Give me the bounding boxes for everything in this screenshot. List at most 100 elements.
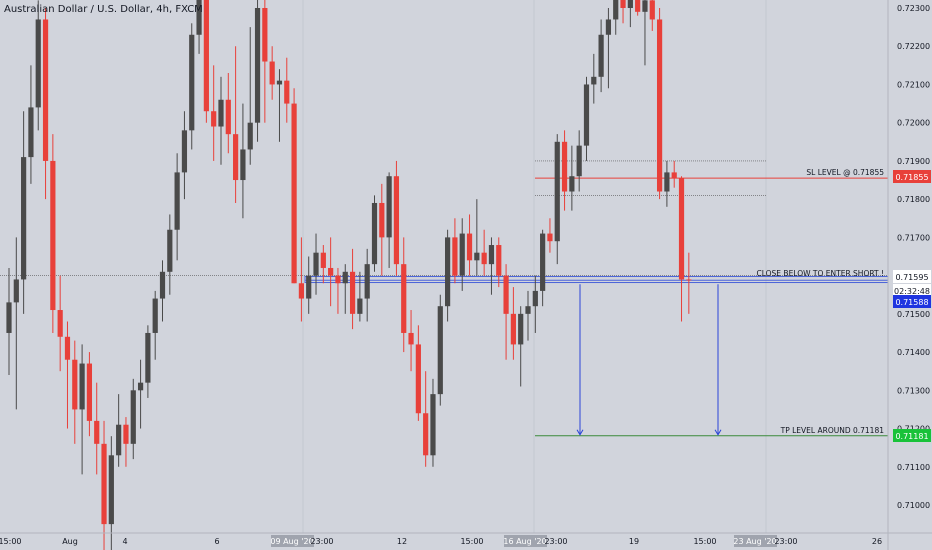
candle-body [561,141,568,192]
candle-body [203,0,209,112]
sl-price-badge [893,170,931,183]
candle [496,237,502,288]
candle [291,88,297,284]
candle [518,306,524,387]
candle [349,248,356,330]
candle-body [13,279,19,303]
candle-body [532,290,538,307]
candle [613,0,619,35]
time-tick-highlight [504,535,547,547]
candle-body [547,233,553,242]
candle [57,275,63,372]
candle-body [152,298,158,333]
time-tick-label: 12 [397,537,407,546]
candle [254,0,261,142]
candle [635,0,641,16]
candle [386,172,392,268]
candle-body [605,19,612,35]
candle-body [86,363,93,421]
candle [284,57,290,123]
candle-body [437,306,443,395]
candle-body [415,344,421,414]
time-tick-label: 26 [872,537,882,546]
candle-body [50,160,56,311]
candle-body [174,172,180,230]
time-tick-label: 23:00 [774,537,797,546]
candle-body [569,176,575,192]
time-tick-label: 16 Aug '20 [503,537,546,546]
candle-body [189,34,195,131]
price-tick-label: 0.71900 [897,157,930,166]
time-tick-label: 23:00 [544,537,567,546]
candles [6,0,692,550]
candle-body [6,302,12,333]
candle-body [386,176,392,238]
candle-body [101,443,107,525]
candle [488,237,495,295]
candle-body [459,233,465,276]
candle-body [269,61,275,85]
time-tick-label: Aug [62,537,78,546]
candle [642,0,648,66]
candle [298,237,304,322]
candle-body [423,413,429,456]
candle [576,130,582,192]
candle-body [262,8,268,62]
tp-price-badge [893,429,931,442]
candle [532,275,538,333]
candle-body [28,107,34,158]
last-price-text: 0.71588 [895,298,928,307]
candle [50,134,56,333]
candle [686,252,692,314]
price-tick-label: 0.71400 [897,348,930,357]
candle-body [379,202,385,238]
candle [6,267,12,376]
arrow-head [576,429,584,436]
candle [269,46,275,100]
candle [233,46,239,203]
candle-body [452,237,458,276]
candle-body [518,313,524,345]
candle [452,218,458,284]
candle [342,264,348,314]
candle [35,0,41,131]
price-tick-label: 0.71800 [897,195,930,204]
candle-body [145,332,151,383]
candle-body [335,275,341,284]
candle [94,382,100,475]
candle [196,0,202,54]
time-tick-label: 6 [214,537,219,546]
candle-body [240,149,246,181]
candle [130,378,136,460]
candle [328,237,334,307]
candle [13,237,19,410]
candle [379,183,385,276]
candle [364,248,370,322]
candle-body [445,237,451,307]
candle-body [393,176,400,265]
candle-body [540,233,546,291]
price-tick-label: 0.72300 [897,4,930,13]
candle-body [613,0,619,20]
candle [357,271,363,322]
candle [605,8,612,89]
candle [225,72,231,154]
price-tick-label: 0.72200 [897,42,930,51]
candle [437,294,443,406]
candle-body [620,0,626,8]
candle-body [130,390,136,444]
time-tick-label: 23:00 [310,537,333,546]
candle [240,103,246,219]
sl-level-label: SL LEVEL @ 0.71855 [806,168,884,177]
candle-body [276,80,283,85]
candle-body [306,275,312,299]
price-tick-label: 0.71000 [897,501,930,510]
candle [423,371,429,467]
candle [415,325,421,421]
candle-body [401,264,407,333]
candle-body [320,252,326,268]
candle-body [218,99,224,127]
countdown-badge [893,284,931,297]
